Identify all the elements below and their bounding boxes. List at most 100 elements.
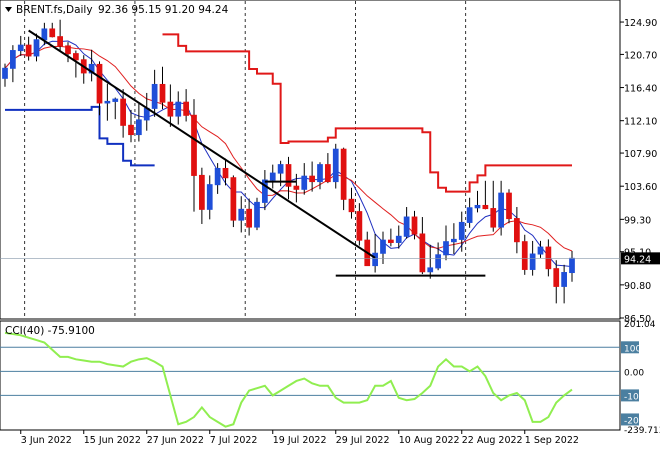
candle [537,240,544,258]
candle [380,231,386,265]
candle [419,217,426,275]
candle [269,164,276,189]
candle [246,198,252,236]
time-tick-label: 29 Jul 2022 [336,435,390,446]
atr-stop-resistance-line [162,33,572,193]
cci-axis-label: -200 [624,416,645,426]
dropdown-triangle-icon[interactable] [5,7,12,12]
cci-axis-label: 100 [624,344,641,354]
candle [514,207,520,254]
candle [112,97,119,120]
candle-body [136,119,142,136]
price-tick-label: 107.90 [624,149,657,160]
candle [356,203,363,246]
cci-axis-label: 0.00 [624,368,644,378]
candle-body [340,148,347,200]
candle-body [199,174,205,210]
time-tick-label: 19 Jul 2022 [273,435,327,446]
downtrend-line [28,29,376,259]
cci-axis-label: -100 [624,392,645,402]
candle-body [403,216,410,237]
candle-body [269,172,276,181]
ohlc-readout: 92.36 95.15 91.20 94.24 [98,4,229,16]
candle-body [521,241,528,270]
candle [222,158,229,186]
candle-body [443,241,449,256]
candle [33,33,40,62]
candle [561,264,567,304]
candle [73,50,79,78]
candle-body [301,175,308,190]
candle-body [395,235,402,243]
time-tick-label: 27 Jun 2022 [147,435,204,446]
candle [183,89,189,122]
candle-body [65,45,71,55]
candle [159,66,166,110]
candle-body [561,272,567,287]
candle [136,103,142,142]
candle-body [183,101,189,116]
candle-body [569,257,575,274]
candle [490,180,497,232]
time-tick-label: 15 Jun 2022 [84,435,141,446]
candle [262,170,268,211]
candle-body [356,211,363,241]
candle [348,187,355,219]
candle [317,162,323,190]
current-price-box [621,252,660,265]
candle-body [482,204,489,210]
candle [451,223,457,255]
candle-body [451,238,457,243]
candle [403,207,410,239]
candle [285,156,292,200]
candle-body [41,28,48,41]
candle [482,180,489,210]
candle-body [33,39,40,57]
candle [411,210,418,240]
time-tick-label: 1 Sep 2022 [525,435,579,446]
candle-body [490,208,497,228]
candle-body [388,239,394,243]
candle-body [458,221,465,240]
cci-label: CCI(40) -75.9100 [5,325,95,337]
candle-body [128,124,134,136]
candle [458,211,465,252]
candle [17,35,24,56]
candle [293,173,300,203]
candle [474,190,481,213]
candle [104,83,111,121]
candle-body [191,114,197,176]
candle-body [325,164,331,183]
candle-body [427,267,434,273]
candle [238,196,245,233]
candle-body [25,44,32,57]
candle-body [104,100,111,104]
candle [395,225,402,249]
cci-level-badge [621,341,639,354]
candle-body [96,63,103,104]
candle-body [230,177,237,221]
candle [57,19,63,52]
candle [372,233,378,273]
candle-body [222,167,229,179]
current-price-label: 94.24 [624,254,651,265]
candle-body [332,148,339,183]
price-tick-label: 90.80 [624,281,651,292]
candle [65,42,71,63]
candle-body [17,44,24,52]
candle [301,163,308,195]
candle [545,239,552,277]
cci-line [4,331,573,428]
candle-body [309,175,315,183]
candle-body [372,252,378,267]
candle [332,143,339,189]
candle [199,167,205,224]
candle-body [73,53,79,61]
candle [10,45,16,83]
candle [96,61,103,116]
candle [214,163,221,194]
candle-body [435,254,441,269]
candle [309,161,315,192]
candle-body [498,192,504,228]
